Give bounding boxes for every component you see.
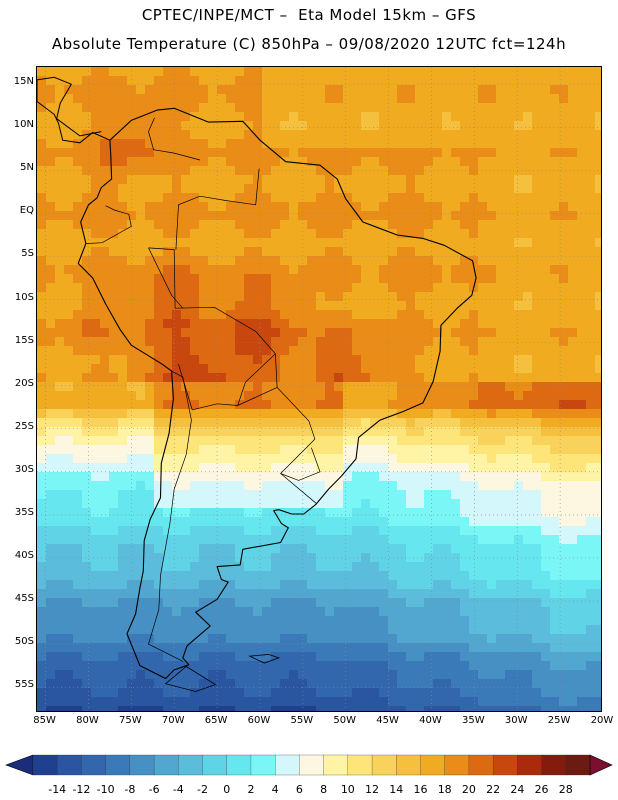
- lon-label: 25W: [547, 715, 571, 726]
- lat-label: 10N: [13, 119, 34, 131]
- colorbar-swatch: [323, 754, 349, 776]
- lon-label: 45W: [376, 715, 399, 726]
- lat-label: 10S: [14, 291, 34, 303]
- colorbar-label: -6: [148, 783, 160, 796]
- lon-label: 85W: [33, 715, 56, 726]
- colorbar-label: 24: [510, 783, 525, 796]
- colorbar-label: 6: [295, 783, 303, 796]
- country-borders: [85, 117, 321, 662]
- lat-label: 30S: [14, 463, 34, 475]
- colorbar-label: 4: [271, 783, 279, 796]
- lon-label: 50W: [333, 715, 357, 726]
- lon-label: 20W: [590, 715, 614, 726]
- colorbar-label: -10: [96, 783, 115, 796]
- colorbar-swatch: [153, 754, 179, 776]
- colorbar-swatch: [250, 754, 276, 776]
- lat-label: 55S: [14, 679, 34, 691]
- colorbar-label: 0: [223, 783, 231, 796]
- colorbar-label: 20: [461, 783, 476, 796]
- map-title-line1: CPTEC/INPE/MCT – Eta Model 15km – GFS: [141, 6, 477, 24]
- colorbar-label: 26: [534, 783, 549, 796]
- lat-label: 50S: [14, 636, 34, 648]
- colorbar-swatch: [444, 754, 470, 776]
- colorbar-label: 8: [320, 783, 328, 796]
- lon-label: 70W: [161, 715, 185, 726]
- map-panel: [36, 66, 602, 712]
- colorbar-label: 28: [558, 783, 573, 796]
- colorbar-label: -2: [197, 783, 208, 796]
- lat-label: 25S: [14, 420, 34, 432]
- colorbar-swatch: [81, 754, 107, 776]
- colorbar-label: -4: [172, 783, 184, 796]
- colorbar-label: -8: [124, 783, 136, 796]
- colorbar-label: 14: [389, 783, 404, 796]
- lat-label: 5N: [20, 162, 34, 174]
- lat-label: 35S: [14, 506, 34, 518]
- lat-label: 20S: [14, 377, 34, 389]
- colorbar-label: 2: [247, 783, 255, 796]
- colorbar-swatch: [396, 754, 421, 776]
- colorbar-label: 10: [340, 783, 355, 796]
- lat-label: 40S: [14, 549, 34, 561]
- lat-label: 5S: [21, 248, 34, 260]
- colorbar-swatch: [202, 754, 228, 776]
- lat-label: EQ: [19, 205, 34, 217]
- map-title-line2: Absolute Temperature (C) 850hPa – 09/08/…: [51, 35, 567, 53]
- colorbar-swatch: [347, 754, 373, 776]
- colorbar-swatch: [105, 754, 131, 776]
- south-america-coastline: [77, 107, 477, 680]
- colorbar-high-arrow: [589, 754, 613, 776]
- colorbar-swatch: [275, 754, 300, 776]
- colorbar-label: 16: [413, 783, 428, 796]
- temperature-map: [37, 67, 601, 711]
- colorbar-low-arrow: [5, 754, 34, 776]
- colorbar-label: 12: [365, 783, 380, 796]
- colorbar-swatch: [492, 754, 518, 776]
- colorbar-swatch: [57, 754, 82, 776]
- lon-label: 40W: [419, 715, 442, 726]
- temperature-field: [37, 67, 601, 711]
- colorbar-swatch: [371, 754, 397, 776]
- colorbar-swatch: [32, 754, 58, 776]
- central-america-coastline: [37, 76, 111, 144]
- color-legend: [5, 754, 613, 776]
- lat-label: 15N: [13, 76, 34, 88]
- colorbar-label: 22: [486, 783, 501, 796]
- lat-label: 45S: [14, 593, 34, 605]
- colorbar-swatch: [226, 754, 252, 776]
- lon-label: 65W: [204, 715, 228, 726]
- colorbar-label: -12: [72, 783, 91, 796]
- colorbar-swatch: [541, 754, 567, 776]
- lat-label: 15S: [14, 334, 34, 346]
- colorbar-swatch: [420, 754, 446, 776]
- colorbar-swatch: [468, 754, 494, 776]
- lon-label: 80W: [76, 715, 99, 726]
- islands: [164, 654, 281, 692]
- colorbar-swatch: [565, 754, 591, 776]
- lon-label: 30W: [504, 715, 528, 726]
- lon-label: 35W: [462, 715, 485, 726]
- colorbar-swatch: [129, 754, 155, 776]
- lon-label: 55W: [290, 715, 314, 726]
- colorbar-swatch: [299, 754, 325, 776]
- lon-label: 60W: [247, 715, 271, 726]
- colorbar-label: -14: [48, 783, 67, 796]
- lon-label: 75W: [119, 715, 142, 726]
- colorbar-swatch: [517, 754, 543, 776]
- colorbar-swatch: [178, 754, 203, 776]
- colorbar-label: 18: [437, 783, 452, 796]
